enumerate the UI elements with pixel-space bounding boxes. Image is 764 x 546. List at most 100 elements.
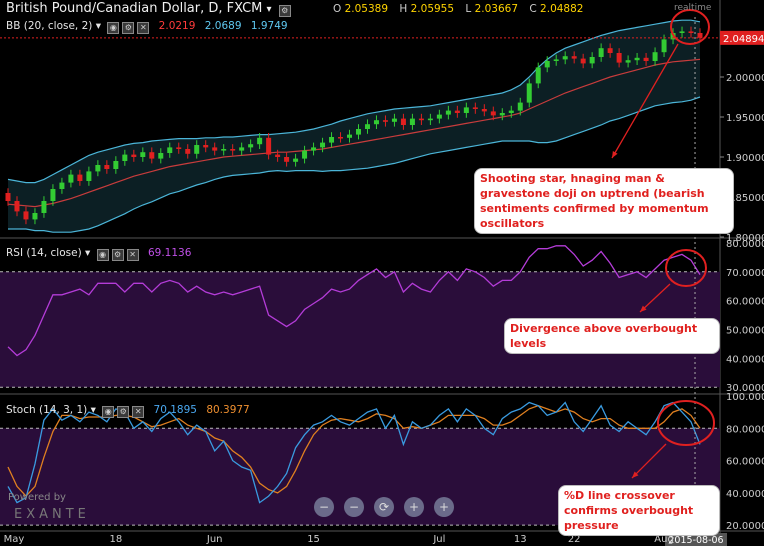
candle-body [41,201,47,213]
bb-mid-line [7,58,701,208]
rsi-tick-label: 40.0000 [726,354,764,365]
realtime-label: realtime [674,3,712,13]
candle-body [77,174,83,181]
eye-icon[interactable]: ◉ [107,22,120,34]
candle-body [688,31,694,33]
candle-body [158,153,164,159]
candle-body [329,137,335,143]
candle-body [23,211,29,220]
candle-body [571,56,577,59]
bb-lower-line [8,96,701,233]
scroll-right-button[interactable]: + [404,497,424,517]
annotation-arrowhead [640,305,647,312]
candle-body [185,149,191,154]
candle-body [643,57,649,61]
candle-body [400,118,406,125]
candle-body [562,56,568,60]
candle-body [194,145,200,154]
zoom-in-button[interactable]: + [434,497,454,517]
candle-body [427,118,433,121]
chevron-down-icon[interactable]: ▾ [266,4,272,15]
bb-lower-value: 1.9749 [250,20,288,32]
bb-legend[interactable]: BB (20, close, 2) ▾ ◉ ⚙ ✕ 2.0219 2.0689 1.… [6,20,288,34]
candle-body [86,171,92,181]
candle-body [364,124,370,129]
annotation-rsi: Divergence above overbought levels [504,318,720,354]
candle-body [176,147,182,149]
annotation-stoch: %D line crossover confirms overbought pr… [558,485,720,536]
candle-body [616,53,622,63]
rsi-tick-label: 60.0000 [726,297,764,308]
candle-body [104,165,110,169]
candle-body [59,182,65,189]
candle-body [14,201,20,212]
candle-body [266,137,272,155]
chart-title[interactable]: British Pound/Canadian Dollar, D, FXCM ▾… [6,1,291,17]
reset-button[interactable]: ⟳ [374,497,394,517]
annotation-circle [657,400,715,446]
x-tick-label: 15 [307,534,320,545]
annotation-circle [665,249,707,287]
ohlc-c-value: 2.04882 [540,3,584,15]
annotation-arrow [639,283,671,313]
stoch-tick-label: 100.0000 [726,392,764,403]
annotation-circle [670,9,710,45]
candle-body [239,147,245,151]
crosshair-date-tag [665,533,728,546]
symbol-title: British Pound/Canadian Dollar, D, FXCM [6,1,263,16]
rsi-tick-label: 70.0000 [726,268,764,279]
bb-upper-value: 2.0689 [204,20,242,32]
candle-body [517,102,523,111]
x-tick-label: Jun [206,534,223,545]
rsi-value: 69.1136 [147,247,192,259]
close-icon[interactable]: ✕ [126,249,139,261]
annotation-arrow [611,43,679,159]
ohlc-h-value: 2.05955 [410,3,455,15]
gear-icon[interactable]: ⚙ [122,22,135,34]
stoch-tick-label: 60.0000 [726,457,764,468]
ohlc-l-label: L [465,3,472,15]
x-tick-label: 13 [514,534,527,545]
candle-body [625,60,631,63]
x-tick-label: 18 [109,534,122,545]
stoch-legend[interactable]: Stoch (14, 3, 1) ▾ ◉ ⚙ ✕ 70.1895 80.3977 [6,404,250,418]
rsi-name: RSI (14, close) [6,247,82,259]
candle-body [526,83,532,103]
candle-body [167,147,173,153]
stoch-d-value: 80.3977 [206,404,250,416]
zoom-out-button[interactable]: − [314,497,334,517]
close-icon[interactable]: ✕ [132,406,145,418]
close-icon[interactable]: ✕ [137,22,150,34]
candle-body [490,111,496,116]
ohlc-l-value: 2.03667 [474,3,519,15]
gear-icon[interactable]: ⚙ [278,5,291,17]
ohlc-c-label: C [529,3,537,15]
annotation-arrow [631,443,667,479]
candle-body [311,147,317,151]
candle-body [391,118,397,122]
candle-body [634,57,640,61]
candle-body [113,161,119,169]
gear-icon[interactable]: ⚙ [117,406,130,418]
candle-body [472,107,478,109]
ohlc-readout: O 2.05389 H 2.05955 L 2.03667 C 2.04882 [333,3,591,15]
rsi-legend[interactable]: RSI (14, close) ▾ ◉ ⚙ ✕ 69.1136 [6,247,192,261]
gear-icon[interactable]: ⚙ [111,249,124,261]
candle-body [338,137,344,139]
stoch-tick-label: 40.0000 [726,489,764,500]
candle-body [679,31,685,33]
bb-upper-line [7,19,701,184]
eye-icon[interactable]: ◉ [102,406,115,418]
bb-name: BB (20, close, 2) [6,20,93,32]
stoch-tick-label: 20.0000 [726,521,764,532]
last-price-tag [720,30,764,45]
candle-body [230,149,236,151]
annotation-arrowhead [612,151,618,158]
candle-body [409,118,415,125]
eye-icon[interactable]: ◉ [96,249,109,261]
candle-body [598,48,604,57]
candle-body [257,137,263,145]
rsi-line [7,245,701,357]
scroll-left-button[interactable]: − [344,497,364,517]
